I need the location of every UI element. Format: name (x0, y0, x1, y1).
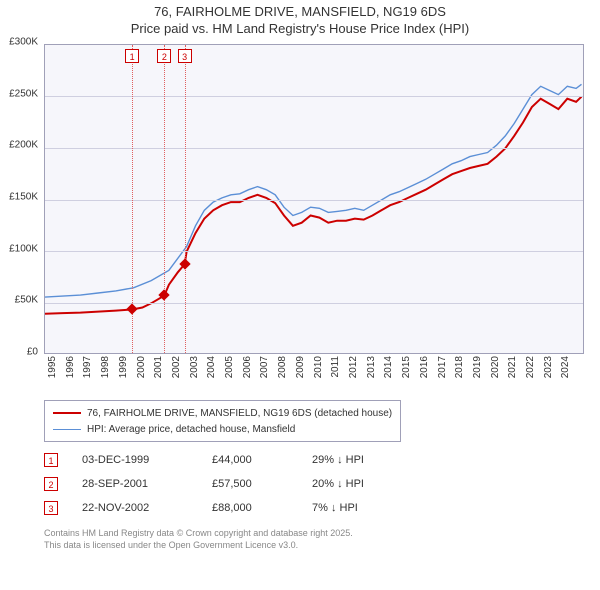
event-price: £88,000 (212, 502, 312, 514)
x-tick-label: 2024 (560, 356, 571, 378)
x-tick-label: 2006 (242, 356, 253, 378)
x-tick-label: 2016 (419, 356, 430, 378)
title-line-2: Price paid vs. HM Land Registry's House … (0, 21, 600, 38)
x-tick-label: 2010 (313, 356, 324, 378)
legend: 76, FAIRHOLME DRIVE, MANSFIELD, NG19 6DS… (44, 400, 401, 442)
x-tick-label: 2011 (330, 356, 341, 378)
event-date: 22-NOV-2002 (82, 502, 212, 514)
legend-row: HPI: Average price, detached house, Mans… (53, 421, 392, 437)
event-price: £44,000 (212, 454, 312, 466)
series-property (45, 96, 582, 313)
x-tick-label: 2023 (543, 356, 554, 378)
y-tick-label: £0 (27, 347, 38, 358)
y-tick-label: £300K (9, 37, 38, 48)
x-tick-label: 2017 (437, 356, 448, 378)
y-tick-label: £200K (9, 140, 38, 151)
legend-swatch (53, 429, 81, 430)
x-tick-label: 1997 (82, 356, 93, 378)
x-tick-label: 2005 (224, 356, 235, 378)
gridline-h (45, 96, 583, 97)
event-hpi: 29% ↓ HPI (312, 454, 364, 466)
event-marker-icon: 3 (44, 501, 58, 515)
y-tick-label: £150K (9, 192, 38, 203)
x-tick-label: 2012 (348, 356, 359, 378)
legend-swatch (53, 412, 81, 414)
y-axis: £0£50K£100K£150K£200K£250K£300K (0, 42, 42, 352)
x-axis: 1995 1996 1997 1998 1999 2000 2001 2002 2003 2004… (44, 354, 584, 404)
y-tick-label: £100K (9, 243, 38, 254)
title-block: 76, FAIRHOLME DRIVE, MANSFIELD, NG19 6DS… (0, 0, 600, 38)
x-tick-label: 2019 (472, 356, 483, 378)
gridline-h (45, 303, 583, 304)
event-vline (185, 45, 186, 353)
x-tick-label: 2009 (295, 356, 306, 378)
event-hpi: 20% ↓ HPI (312, 478, 364, 490)
event-row: 3 22-NOV-2002£88,0007% ↓ HPI (44, 496, 364, 520)
x-tick-label: 2018 (454, 356, 465, 378)
footer: Contains HM Land Registry data © Crown c… (44, 528, 353, 551)
footer-line-1: Contains HM Land Registry data © Crown c… (44, 528, 353, 540)
gridline-h (45, 251, 583, 252)
event-row: 1 03-DEC-1999£44,00029% ↓ HPI (44, 448, 364, 472)
event-marker-top: 1 (125, 49, 139, 63)
footer-line-2: This data is licensed under the Open Gov… (44, 540, 353, 552)
x-tick-label: 2002 (171, 356, 182, 378)
event-row: 2 28-SEP-2001£57,50020% ↓ HPI (44, 472, 364, 496)
x-tick-label: 2008 (277, 356, 288, 378)
x-tick-label: 2001 (153, 356, 164, 378)
chart-area: 1 23 (44, 44, 584, 354)
x-tick-label: 2020 (490, 356, 501, 378)
event-marker-top: 3 (178, 49, 192, 63)
legend-label: 76, FAIRHOLME DRIVE, MANSFIELD, NG19 6DS… (87, 408, 392, 419)
x-tick-label: 2015 (401, 356, 412, 378)
y-tick-label: £50K (15, 295, 38, 306)
event-date: 28-SEP-2001 (82, 478, 212, 490)
event-marker-icon: 2 (44, 477, 58, 491)
event-price: £57,500 (212, 478, 312, 490)
x-tick-label: 2021 (507, 356, 518, 378)
x-tick-label: 1998 (100, 356, 111, 378)
x-tick-label: 1996 (65, 356, 76, 378)
x-tick-label: 1995 (47, 356, 58, 378)
legend-label: HPI: Average price, detached house, Mans… (87, 424, 295, 435)
x-tick-label: 2000 (136, 356, 147, 378)
event-marker-icon: 1 (44, 453, 58, 467)
chart-container: 76, FAIRHOLME DRIVE, MANSFIELD, NG19 6DS… (0, 0, 600, 590)
x-tick-label: 1999 (118, 356, 129, 378)
event-vline (164, 45, 165, 353)
gridline-h (45, 200, 583, 201)
x-tick-label: 2014 (383, 356, 394, 378)
gridline-h (45, 148, 583, 149)
x-tick-label: 2004 (206, 356, 217, 378)
events-table: 1 03-DEC-1999£44,00029% ↓ HPI 2 28-SEP-2001… (44, 448, 364, 520)
event-date: 03-DEC-1999 (82, 454, 212, 466)
x-tick-label: 2007 (259, 356, 270, 378)
title-line-1: 76, FAIRHOLME DRIVE, MANSFIELD, NG19 6DS (0, 4, 600, 21)
series-hpi (45, 84, 582, 297)
event-marker-top: 2 (157, 49, 171, 63)
x-tick-label: 2013 (366, 356, 377, 378)
y-tick-label: £250K (9, 88, 38, 99)
event-hpi: 7% ↓ HPI (312, 502, 358, 514)
x-tick-label: 2003 (189, 356, 200, 378)
x-tick-label: 2022 (525, 356, 536, 378)
legend-row: 76, FAIRHOLME DRIVE, MANSFIELD, NG19 6DS… (53, 405, 392, 421)
